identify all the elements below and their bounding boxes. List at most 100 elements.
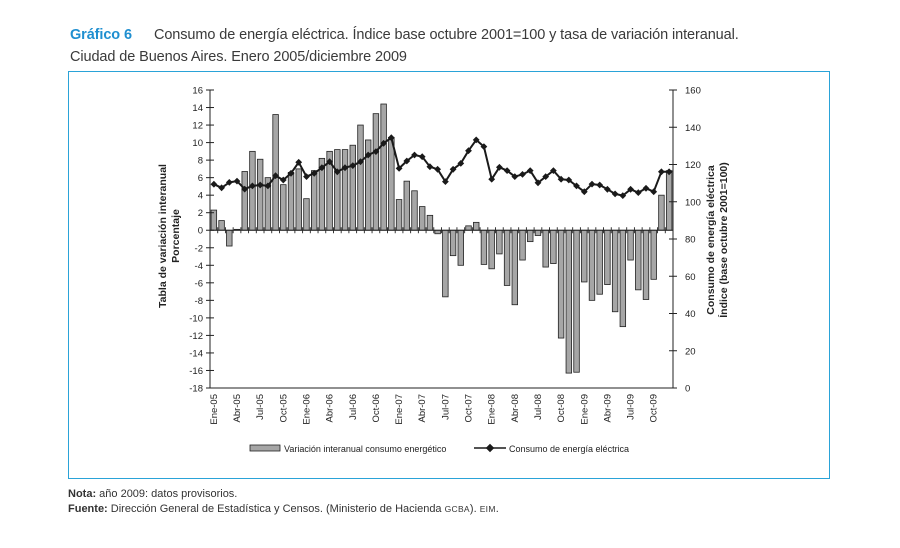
y-right-title-1: Consumo de energía eléctrica	[705, 165, 717, 315]
line-marker	[326, 158, 333, 166]
x-tick-label: Abr-09	[602, 394, 613, 423]
bar	[341, 149, 349, 231]
bar	[488, 229, 495, 270]
x-tick-label: Oct-06	[371, 394, 382, 423]
line-marker	[634, 189, 642, 196]
line-marker	[210, 180, 218, 188]
x-tick-label: Oct-05	[278, 394, 289, 423]
line-marker	[341, 164, 349, 172]
line-marker	[387, 134, 395, 142]
bar	[581, 229, 588, 283]
bar	[287, 171, 295, 231]
bar	[503, 229, 511, 286]
bar	[642, 229, 650, 300]
legend-bar-swatch	[249, 444, 281, 452]
bar	[588, 229, 596, 301]
y-left-tick-label: -14	[189, 348, 203, 359]
x-tick-label: Abr-08	[510, 394, 521, 423]
line-marker	[557, 175, 565, 183]
line-marker	[256, 181, 264, 189]
line-marker	[619, 192, 627, 199]
line-marker	[411, 151, 418, 159]
line-marker	[472, 136, 480, 144]
line-marker	[611, 190, 619, 198]
line-marker	[480, 143, 488, 150]
y-left-tick-label: 16	[192, 86, 203, 97]
line-marker	[249, 182, 256, 190]
x-tick-label: Ene-06	[302, 394, 313, 425]
y-right-tick-label: 160	[685, 86, 701, 97]
y-left-tick-label: 6	[198, 173, 203, 184]
line-marker	[364, 151, 372, 159]
line-marker	[442, 178, 449, 185]
bar	[403, 180, 410, 231]
y-right-title-2: Índice (base octubre 2001=100)	[717, 162, 730, 318]
bar	[619, 229, 627, 328]
y-right-tick-label: 80	[685, 235, 696, 246]
x-tick-label: Oct-09	[649, 394, 660, 423]
line-marker	[658, 168, 665, 176]
line-marker	[573, 182, 580, 190]
bar	[527, 229, 534, 243]
source-line: Fuente: Dirección General de Estadística…	[68, 502, 499, 517]
figure-number: Gráfico 6	[70, 27, 132, 43]
bar	[395, 199, 403, 231]
line-marker	[303, 173, 310, 180]
x-tick-label: Abr-05	[232, 394, 243, 423]
line-marker	[511, 173, 519, 180]
x-tick-label: Jul-08	[533, 394, 544, 420]
nota-text: año 2009: datos provisorios.	[96, 488, 238, 500]
x-tick-label: Ene-05	[209, 394, 220, 425]
x-tick-label: Jul-05	[255, 394, 266, 420]
y-left-tick-label: 2	[198, 208, 203, 219]
line-marker	[426, 163, 434, 171]
line-marker	[264, 182, 272, 190]
fuente-text: Dirección General de Estadística y Censo…	[107, 503, 445, 515]
line-marker	[333, 168, 341, 176]
bar	[411, 190, 418, 231]
line-marker	[488, 175, 496, 183]
bar	[334, 149, 341, 231]
fuente-mid: ).	[469, 503, 480, 515]
y-right-tick-label: 100	[685, 197, 701, 208]
y-left-tick-label: -6	[195, 278, 203, 289]
bar	[380, 103, 387, 231]
line-marker	[434, 165, 441, 173]
legend-bar-label: Variación interanual consumo energético	[284, 444, 446, 454]
y-right-tick-label: 40	[685, 309, 696, 320]
title-line-1: Gráfico 6 Consumo de energía eléctrica. Í…	[70, 24, 739, 46]
bar	[442, 229, 449, 298]
line-marker	[349, 162, 357, 169]
line-group	[210, 134, 673, 199]
line-marker	[380, 139, 387, 147]
bar	[372, 113, 380, 231]
title-text: Consumo de energía eléctrica. Índice bas…	[153, 27, 739, 43]
bar	[349, 144, 356, 231]
line-marker	[580, 188, 588, 196]
bar	[550, 229, 557, 264]
bar	[303, 198, 310, 231]
line-marker	[357, 158, 364, 166]
axes-group	[206, 89, 677, 389]
y-left-tick-label: 14	[192, 103, 203, 114]
bar	[627, 229, 634, 261]
bar	[496, 229, 503, 255]
labels-group: 1614121086420-2-4-6-8-10-12-14-16-181601…	[189, 86, 701, 425]
y-right-tick-label: 140	[685, 123, 701, 134]
y-right-tick-label: 120	[685, 160, 701, 171]
bar	[519, 229, 526, 261]
line-marker	[449, 165, 457, 173]
line-marker	[225, 179, 233, 186]
line-marker	[233, 177, 241, 185]
x-tick-label: Jul-09	[626, 394, 637, 420]
bar	[218, 220, 225, 231]
y-left-tick-label: 4	[198, 191, 203, 202]
line-marker	[218, 184, 225, 192]
bar	[465, 225, 472, 231]
bar	[573, 229, 580, 373]
x-tick-label: Jul-07	[440, 394, 451, 420]
y-left-tick-label: 8	[198, 156, 203, 167]
bar	[534, 229, 542, 236]
chart-frame	[68, 71, 830, 479]
